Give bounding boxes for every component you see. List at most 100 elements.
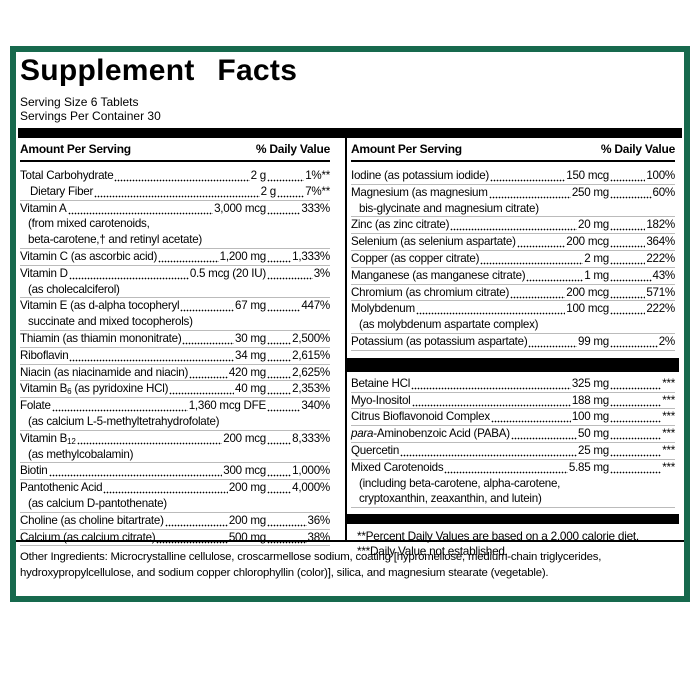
- daily-value: 2%: [658, 334, 676, 348]
- name-amount: Vitamin D 0.5 mcg (20 IU): [20, 265, 266, 282]
- name-amount: Vitamin C (as ascorbic acid) 1,200 mg: [20, 248, 267, 265]
- daily-value: 364%: [646, 235, 675, 249]
- nutrient-name: para-Aminobenzoic Acid (PABA): [351, 426, 510, 442]
- nutrient-note: beta-carotene,† and retinyl acetate): [28, 233, 203, 247]
- column-header: Amount Per Serving % Daily Value: [20, 138, 330, 162]
- leader: [169, 381, 235, 398]
- nutrient: Vitamin A 3,000 mcg 333% (from mixed carote…: [20, 200, 330, 249]
- nutrient-row: Chromium (as chromium citrate) 200 mcg 571…: [351, 284, 675, 301]
- daily-value: ***: [662, 393, 675, 407]
- nutrient: Iodine (as potassium iodide) 150 mcg 100%: [351, 168, 675, 185]
- name-amount: para-Aminobenzoic Acid (PABA) 50 mg: [351, 426, 609, 442]
- leader: [267, 529, 307, 546]
- nutrient: Vitamin D 0.5 mcg (20 IU) 3% (as cholecalci…: [20, 265, 330, 299]
- name-subscript: 6: [67, 387, 72, 397]
- leader: [182, 330, 235, 347]
- leader: [490, 409, 571, 426]
- daily-value: 222%: [646, 302, 675, 316]
- nutrient-row: Vitamin E (as d-alpha tocopheryl 67 mg 447…: [20, 298, 330, 315]
- leader: [267, 364, 292, 381]
- nutrient-row: Myo-Inositol 188 mg ***: [351, 392, 675, 409]
- nutrient-row: Iodine (as potassium iodide) 150 mcg 100%: [351, 168, 675, 184]
- amount: 200 mg: [228, 513, 266, 527]
- nutrient: Mixed Carotenoids 5.85 mg *** (including be…: [351, 459, 675, 509]
- nutrient: Myo-Inositol 188 mg ***: [351, 392, 675, 410]
- leader: [267, 512, 307, 529]
- dv-group: 2,625%: [266, 364, 330, 381]
- leader: [610, 284, 646, 301]
- leader: [444, 459, 568, 476]
- daily-value: 1,333%: [292, 249, 330, 263]
- amount: 2 mg: [584, 251, 609, 265]
- name-amount: Dietary Fiber 2 g: [30, 183, 276, 200]
- nutrient-row: Selenium (as selenium aspartate) 200 mcg 3…: [351, 234, 675, 250]
- nutrient: Vitamin E (as d-alpha tocopheryl 67 mg 447…: [20, 298, 330, 331]
- name-text: Potassium (as potassium aspartate): [351, 334, 528, 348]
- nutrient-name: Manganese (as manganese citrate): [351, 268, 526, 284]
- nutrient-row: Betaine HCl 325 mg ***: [351, 375, 675, 392]
- nutrient-row: Potassium (as potassium aspartate) 99 mg 2…: [351, 333, 676, 350]
- nutrient: Vitamin B12 200 mcg 8,333% (as methylcobala…: [20, 430, 330, 464]
- name-amount: Calcium (as calcium citrate) 500 mg: [20, 529, 266, 546]
- daily-value: 38%: [307, 530, 331, 544]
- leader: [76, 430, 223, 447]
- nutrient-note: cryptoxanthin, zeaxanthin, and lutein): [359, 492, 542, 506]
- nutrient: Total Carbohydrate 2 g 1%** Dietary Fiber 2 …: [20, 168, 330, 201]
- name-amount: Vitamin B12 200 mcg: [20, 430, 266, 447]
- amount: 99 mg: [578, 334, 609, 348]
- nutrient-row: Pantothenic Acid 200 mg 4,000%: [20, 480, 330, 496]
- nutrient-row: Total Carbohydrate 2 g 1%**: [20, 168, 330, 184]
- nutrient-note: (including beta-carotene, alpha-carotene…: [359, 476, 561, 490]
- name-amount: Pantothenic Acid 200 mg: [20, 480, 266, 496]
- leader: [267, 480, 292, 496]
- daily-value: 4,000%: [292, 481, 330, 495]
- name-amount: Riboflavin 34 mg: [20, 347, 266, 364]
- nutrient-row: Thiamin (as thiamin mononitrate) 30 mg 2,5…: [20, 330, 330, 347]
- nutrient-name: Iodine (as potassium iodide): [351, 168, 489, 184]
- name-amount: Selenium (as selenium aspartate) 200 mcg: [351, 234, 609, 250]
- nutrient-note: (as methylcobalamin): [28, 447, 134, 461]
- name-text: Magnesium (as magnesium: [351, 185, 488, 199]
- leader: [164, 512, 228, 529]
- nutrient: Choline (as choline bitartrate) 200 mg 36%: [20, 512, 330, 530]
- leader: [156, 529, 228, 546]
- leader: [267, 168, 305, 184]
- section-rule: [347, 357, 679, 372]
- leader: [267, 200, 301, 217]
- name-amount: Vitamin E (as d-alpha tocopheryl 67 mg: [20, 298, 266, 315]
- amount: 1,200 mg: [219, 249, 267, 263]
- name-detail: (as pyridoxine HCl): [74, 382, 169, 396]
- leader: [610, 375, 662, 392]
- name-text: Thiamin (as thiamin mononitrate): [20, 331, 182, 345]
- leader: [490, 168, 566, 184]
- dv-group: 100%: [609, 168, 675, 184]
- leader: [51, 398, 188, 414]
- nutrient-row: Magnesium (as magnesium 250 mg 60%: [351, 184, 675, 201]
- nutrient-name: Copper (as copper citrate): [351, 251, 479, 267]
- daily-value: ***: [662, 410, 675, 424]
- nutrient-row: Manganese (as manganese citrate) 1 mg 43%: [351, 267, 675, 284]
- daily-value: 2,500%: [292, 331, 330, 345]
- amount: 100 mcg: [566, 302, 609, 316]
- amount: 0.5 mcg (20 IU): [189, 266, 266, 280]
- amount: 3,000 mcg: [214, 201, 266, 215]
- name-text: Iodine (as potassium iodide): [351, 169, 490, 182]
- leader: [528, 333, 578, 350]
- footnote: ***Daily Value not established.: [357, 544, 508, 559]
- leader: [114, 168, 250, 184]
- nutrient-name: Calcium (as calcium citrate): [20, 530, 156, 546]
- nutrient: Calcium (as calcium citrate) 500 mg 38%: [20, 529, 331, 547]
- name-text: Choline (as choline bitartrate): [20, 513, 164, 527]
- nutrient-note: succinate and mixed tocopherols): [28, 315, 193, 329]
- bottom-rule: [16, 540, 684, 542]
- nutrient-name: Vitamin B6 (as pyridoxine HCl): [20, 381, 168, 397]
- nutrient-name: Choline (as choline bitartrate): [20, 513, 164, 529]
- amount: 200 mcg: [223, 431, 266, 445]
- header-dv: % Daily Value: [600, 142, 675, 156]
- dv-group: 1,000%: [266, 463, 330, 480]
- daily-value: 1,000%: [292, 464, 330, 478]
- leader: [267, 430, 292, 447]
- leader: [267, 298, 301, 315]
- name-amount: Betaine HCl 325 mg: [351, 375, 609, 392]
